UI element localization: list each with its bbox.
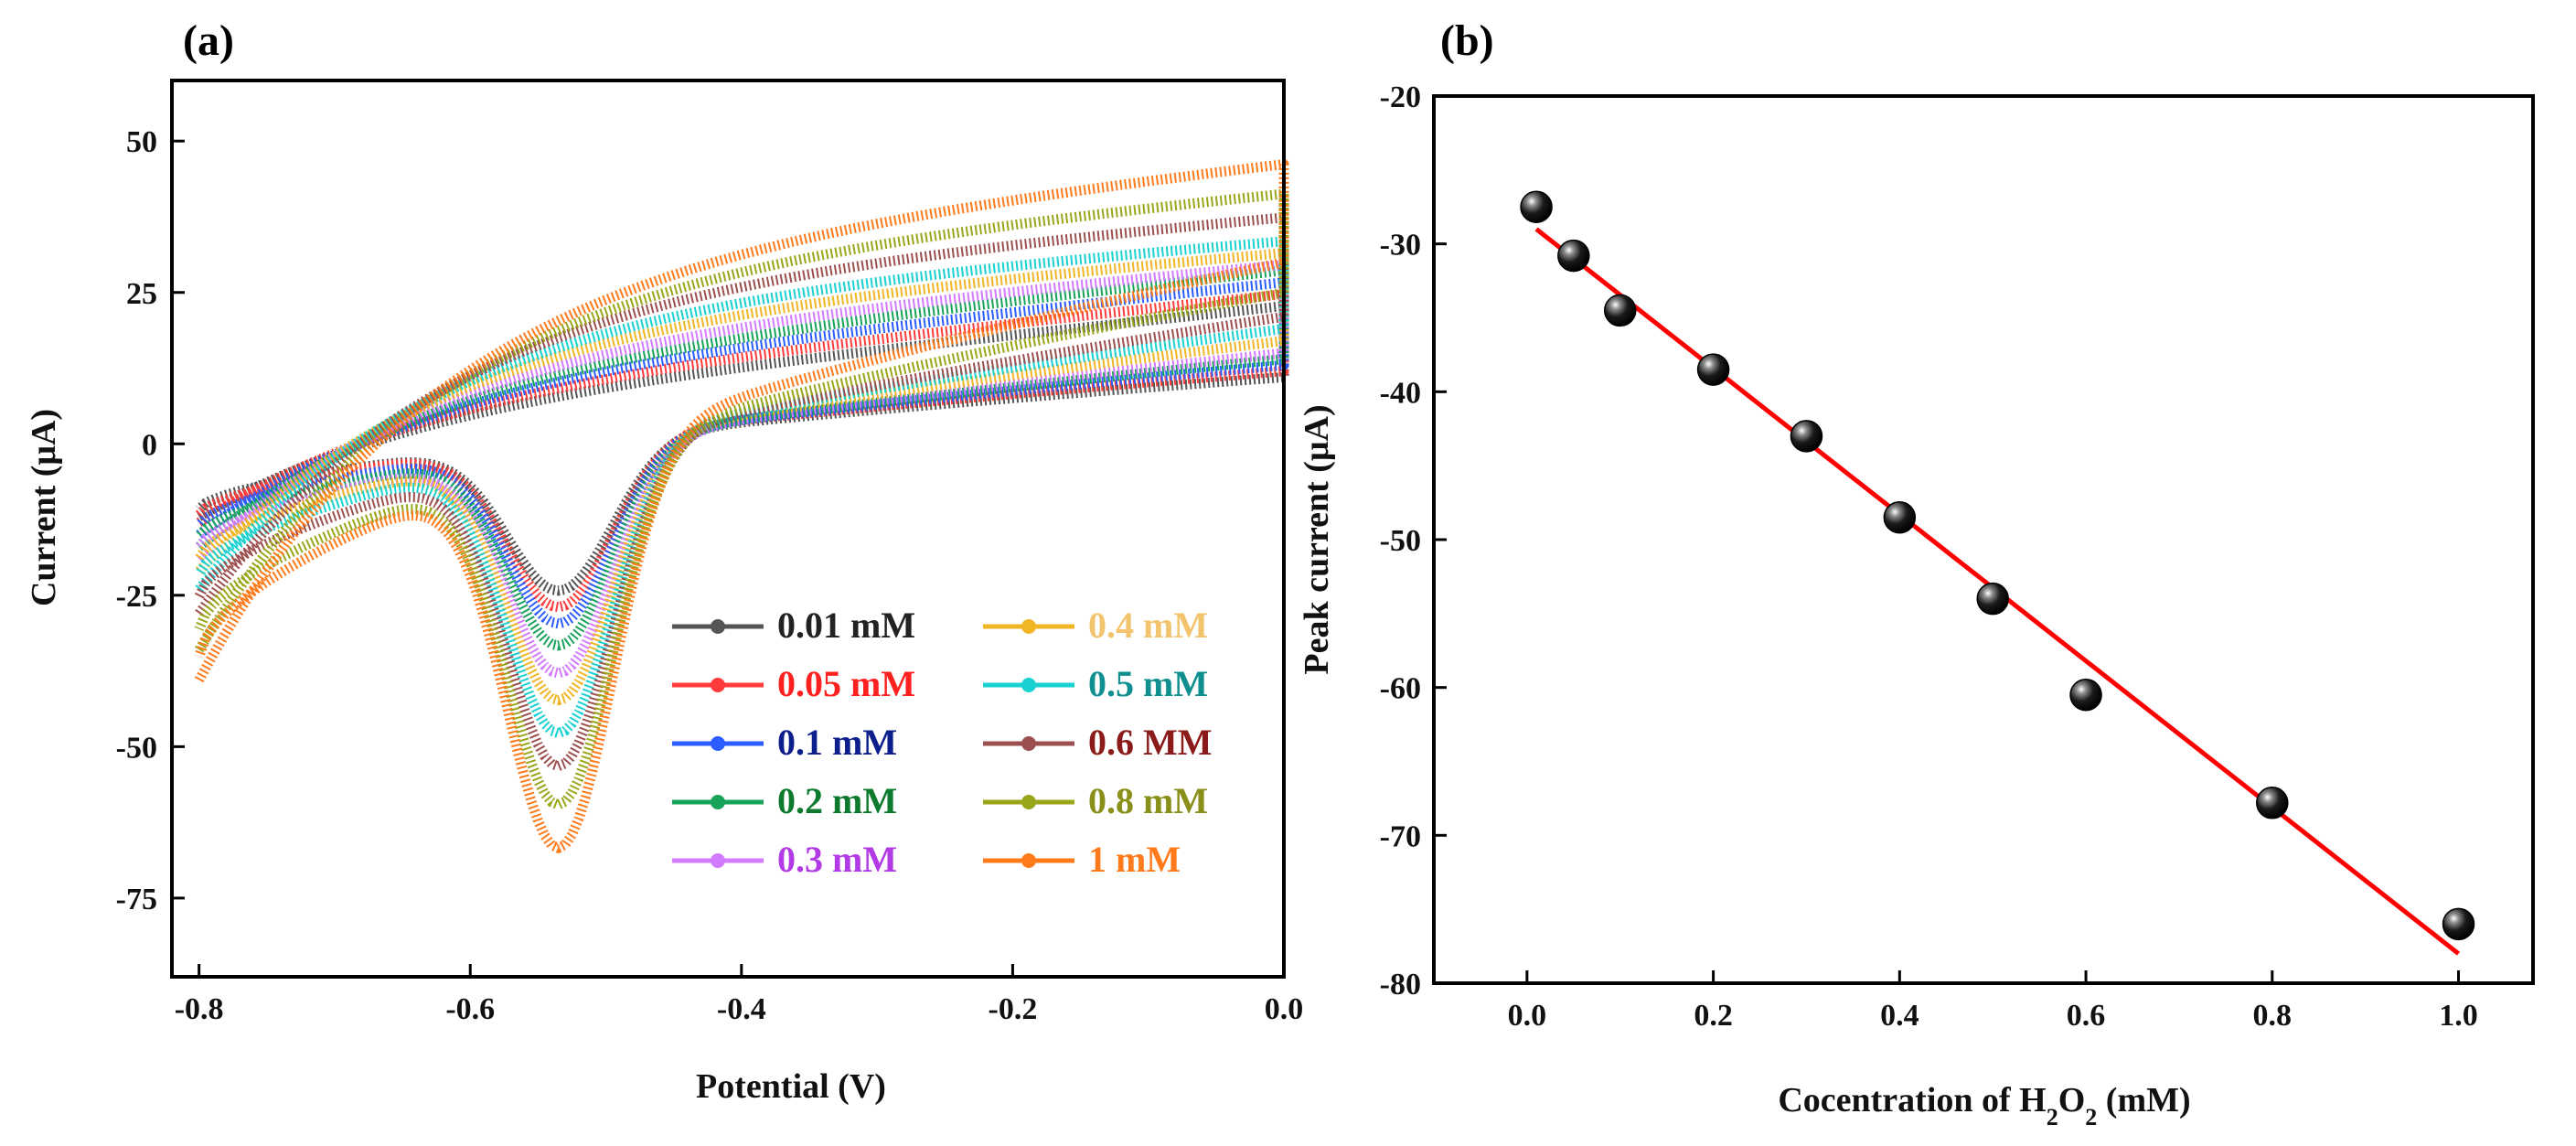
y-tick-label: 25 xyxy=(126,277,157,311)
legend-label: 1 mM xyxy=(1088,839,1181,880)
panel-b-label: (b) xyxy=(1440,16,1494,65)
legend-swatch-marker xyxy=(711,678,725,692)
legend-label: 0.5 mM xyxy=(1088,663,1208,704)
legend-swatch-marker xyxy=(1021,619,1036,634)
legend-swatch-marker xyxy=(711,619,725,634)
plot-b-xlabel: Cocentration of H2O2 (mM) xyxy=(1778,1081,2190,1130)
plot-a-ticks: -0.8 -0.6 -0.4 -0.2 0.0 50 25 0 -25 -50 -75 xyxy=(116,125,1304,1026)
legend-label: 0.3 mM xyxy=(777,839,897,880)
plot-b-ticks: 0.0 0.2 0.4 0.6 0.8 1.0 -20 -30 -40 -50 -60 -70 -80 xyxy=(1380,80,2478,1033)
xlabel-mid: O xyxy=(2058,1081,2086,1119)
x-tick-label: 0.6 xyxy=(2067,999,2106,1033)
plot-a-xlabel: Potential (V) xyxy=(696,1067,886,1106)
data-point xyxy=(1557,239,1590,273)
data-point xyxy=(1696,353,1730,386)
legend-swatch-marker xyxy=(1021,795,1036,809)
legend-label: 0.4 mM xyxy=(1088,605,1208,646)
xlabel-sub-1: 2 xyxy=(2047,1104,2058,1130)
data-point xyxy=(1883,501,1917,534)
cv-series-line xyxy=(195,289,1289,613)
legend-swatch-marker xyxy=(711,736,725,751)
plot-a-ylabel: Current (μA) xyxy=(25,409,63,606)
legend-swatch-marker xyxy=(1021,736,1036,751)
panel-a-label: (a) xyxy=(183,16,234,65)
y-tick-label: -75 xyxy=(116,883,157,916)
panel-a: (a) -0.8 -0.6 -0.4 -0.2 0.0 50 25 0 -25 -50 -75 Po… xyxy=(25,16,1303,1106)
legend-label: 0.6 MM xyxy=(1088,722,1213,763)
y-tick-label: -40 xyxy=(1380,376,1421,410)
x-tick-label: -0.2 xyxy=(989,992,1038,1026)
legend-label: 0.2 mM xyxy=(777,780,897,821)
data-point xyxy=(1976,582,2009,616)
plot-a-legend: 0.01 mM 0.05 mM 0.1 mM 0.2 mM 0.3 mM 0.4 mM 0.… xyxy=(672,605,1213,880)
plot-b-ylabel: Peak current (μA) xyxy=(1298,404,1336,674)
y-tick-label: -50 xyxy=(116,731,157,765)
x-tick-label: 0.0 xyxy=(1265,992,1304,1026)
data-point xyxy=(1603,294,1637,327)
legend-label: 0.01 mM xyxy=(777,605,915,646)
y-tick-label: 0 xyxy=(142,428,157,462)
x-tick-label: 0.0 xyxy=(1508,999,1547,1033)
y-tick-label: -25 xyxy=(116,580,157,614)
x-tick-label: 0.4 xyxy=(1880,999,1919,1033)
legend-swatch-marker xyxy=(711,853,725,868)
x-tick-label: -0.4 xyxy=(717,992,766,1026)
y-tick-label: -50 xyxy=(1380,524,1421,558)
data-point xyxy=(2256,787,2289,819)
panel-b: (b) 0.0 0.2 0.4 0.6 0.8 1.0 -20 -30 -40 -50 -60 -70… xyxy=(1298,16,2535,1130)
xlabel-suffix: (mM) xyxy=(2097,1081,2190,1119)
y-tick-label: 50 xyxy=(126,125,157,159)
data-point xyxy=(2069,679,2102,712)
x-tick-label: 0.2 xyxy=(1694,999,1733,1033)
xlabel-sub-2: 2 xyxy=(2085,1104,2097,1130)
legend-swatch-marker xyxy=(1021,853,1036,868)
plot-a-frame xyxy=(170,79,1286,979)
legend-label: 0.8 mM xyxy=(1088,780,1208,821)
legend-swatch-marker xyxy=(711,795,725,809)
y-tick-label: -30 xyxy=(1380,229,1421,262)
y-tick-label: -20 xyxy=(1380,80,1421,114)
legend-label: 0.05 mM xyxy=(777,663,915,704)
x-tick-label: -0.8 xyxy=(175,992,224,1026)
cv-series-line xyxy=(194,236,1289,739)
data-point xyxy=(2442,907,2475,941)
x-tick-label: 1.0 xyxy=(2439,999,2478,1033)
data-point xyxy=(1520,190,1553,223)
x-tick-label: -0.6 xyxy=(445,992,495,1026)
plot-b-frame xyxy=(1432,94,2535,985)
y-tick-label: -60 xyxy=(1380,672,1421,706)
legend-label: 0.1 mM xyxy=(777,722,897,763)
scatter-points xyxy=(1520,190,2475,941)
data-point xyxy=(1790,420,1823,453)
xlabel-prefix: Cocentration of H xyxy=(1778,1081,2046,1119)
legend-swatch-marker xyxy=(1021,678,1036,692)
y-tick-label: -80 xyxy=(1380,968,1421,1001)
x-tick-label: 0.8 xyxy=(2253,999,2293,1033)
y-tick-label: -70 xyxy=(1380,819,1421,853)
